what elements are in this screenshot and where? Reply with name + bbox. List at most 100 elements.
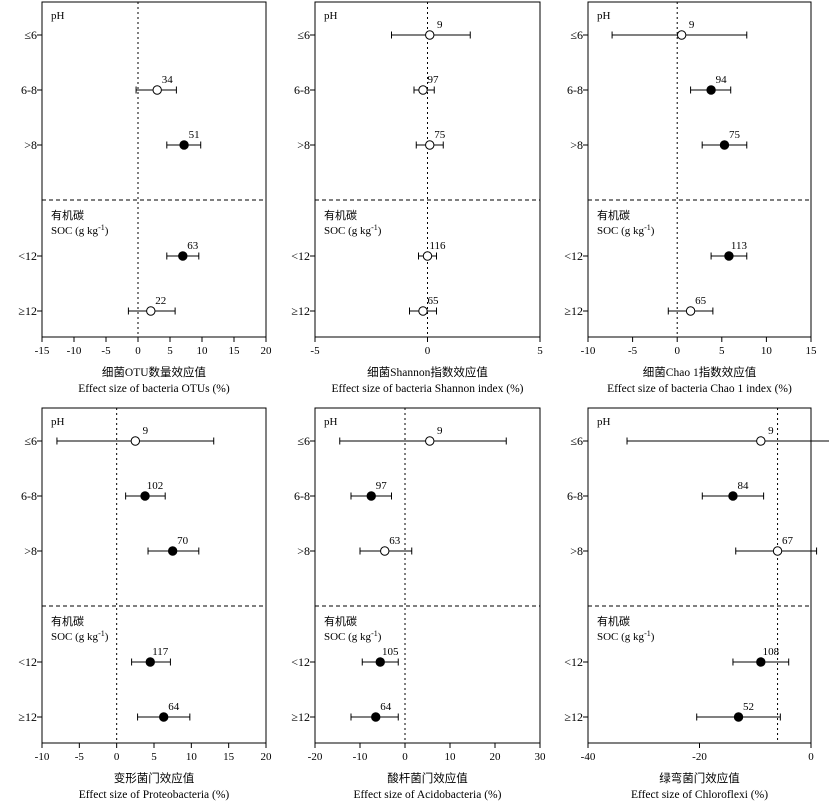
effect-point-open [422, 251, 433, 261]
x-tick-label: 5 [719, 345, 725, 357]
row-label: ≤6 [297, 28, 310, 42]
effect-point-group: 64 [350, 701, 399, 722]
row-label: ≥12 [564, 710, 583, 724]
row-label: <12 [18, 249, 37, 263]
row-label: <12 [291, 249, 310, 263]
soc-section-label-cn: 有机碳 [51, 614, 84, 628]
x-tick-label: 10 [186, 751, 198, 763]
effect-point-open [772, 546, 783, 556]
sample-size-label: 22 [155, 295, 166, 307]
sample-size-label: 67 [782, 535, 794, 547]
axis-caption-cn: 绿弯菌门效应值 [659, 771, 740, 785]
x-tick-label: 15 [223, 751, 235, 763]
axis-caption-cn: 细菌Chao 1指数效应值 [643, 365, 757, 379]
row-label: >8 [570, 138, 583, 152]
sample-size-label: 51 [189, 129, 200, 141]
row-label: <12 [18, 655, 37, 669]
soc-section-label-en: SOC (g kg-1) [597, 223, 655, 237]
effect-point-open [152, 85, 162, 95]
effect-point-group: 84 [701, 480, 765, 501]
effect-point-group: 22 [127, 295, 176, 316]
effect-point-group: 9 [626, 425, 829, 446]
effect-point-group: 9 [339, 425, 507, 446]
effect-point-filled [728, 491, 738, 501]
sample-size-label: 102 [147, 480, 164, 492]
effect-point-group: 52 [696, 701, 781, 722]
soc-section-label-cn: 有机碳 [324, 208, 357, 222]
row-label: <12 [564, 249, 583, 263]
row-label: ≥12 [291, 304, 310, 318]
effect-point-open [380, 546, 390, 556]
effect-point-group: 63 [359, 535, 413, 556]
sample-size-label: 117 [152, 646, 169, 658]
sample-size-label: 65 [695, 295, 707, 307]
soc-section-label-en: SOC (g kg-1) [597, 629, 655, 643]
row-label: ≤6 [570, 28, 583, 42]
sample-size-label: 113 [731, 240, 748, 252]
x-tick-label: -40 [581, 751, 596, 763]
sample-size-label: 9 [768, 425, 774, 437]
axis-caption-en: Effect size of bacteria Chao 1 index (%) [607, 383, 792, 395]
x-tick-label: 30 [535, 751, 547, 763]
effect-point-open [425, 436, 435, 446]
effect-point-open [130, 436, 141, 446]
x-tick-label: -10 [581, 345, 596, 357]
row-label: ≤6 [24, 28, 37, 42]
soc-section-label-cn: 有机碳 [324, 614, 357, 628]
effect-point-filled [719, 140, 730, 150]
sample-size-label: 70 [177, 535, 189, 547]
effect-point-group: 102 [125, 480, 166, 501]
row-label: <12 [564, 655, 583, 669]
effect-point-group: 94 [690, 74, 732, 95]
soc-section-label-en: SOC (g kg-1) [51, 629, 109, 643]
axis-caption-cn: 变形菌门效应值 [114, 771, 195, 785]
x-tick-label: 10 [197, 345, 209, 357]
row-label: >8 [24, 138, 37, 152]
axis-caption-cn: 细菌Shannon指数效应值 [367, 365, 488, 379]
effect-point-open [756, 436, 766, 446]
effect-point-open [418, 85, 428, 95]
effect-point-group: 9 [611, 19, 748, 40]
x-tick-label: -10 [35, 751, 50, 763]
x-tick-label: 20 [261, 751, 273, 763]
effect-point-filled [733, 712, 744, 722]
axis-caption-en: Effect size of Chloroflexi (%) [631, 789, 768, 801]
ph-section-label: pH [51, 416, 65, 428]
x-tick-label: -15 [35, 345, 50, 357]
x-tick-label: 0 [402, 751, 408, 763]
sample-size-label: 84 [737, 480, 749, 492]
x-tick-label: 0 [425, 345, 431, 357]
x-tick-label: 20 [261, 345, 273, 357]
sample-size-label: 105 [382, 646, 399, 658]
effect-point-group: 97 [350, 480, 392, 501]
x-tick-label: -5 [75, 751, 85, 763]
effect-point-open [146, 306, 156, 316]
sample-size-label: 9 [689, 19, 695, 31]
effect-point-open [425, 140, 435, 150]
row-label: ≤6 [570, 434, 583, 448]
row-label: 6-8 [294, 83, 310, 97]
soc-section-label-cn: 有机碳 [597, 614, 630, 628]
effect-point-group: 105 [361, 646, 399, 667]
effect-point-filled [724, 251, 734, 261]
effect-point-group: 51 [166, 129, 202, 150]
x-tick-label: 15 [806, 345, 818, 357]
effect-point-group: 64 [137, 701, 191, 722]
ph-section-label: pH [597, 416, 611, 428]
soc-section-label-cn: 有机碳 [597, 208, 630, 222]
effect-point-group: 34 [135, 74, 177, 95]
soc-section-label-en: SOC (g kg-1) [51, 223, 109, 237]
sample-size-label: 75 [729, 129, 741, 141]
effect-point-group: 97 [413, 74, 439, 95]
x-tick-label: -5 [310, 345, 320, 357]
effect-point-group: 67 [735, 535, 818, 556]
x-tick-label: -20 [308, 751, 323, 763]
sample-size-label: 64 [380, 701, 392, 713]
effect-point-filled [140, 491, 150, 501]
effect-point-filled [706, 85, 716, 95]
effect-point-open [418, 306, 428, 316]
effect-point-filled [756, 657, 766, 667]
row-label: 6-8 [567, 489, 583, 503]
